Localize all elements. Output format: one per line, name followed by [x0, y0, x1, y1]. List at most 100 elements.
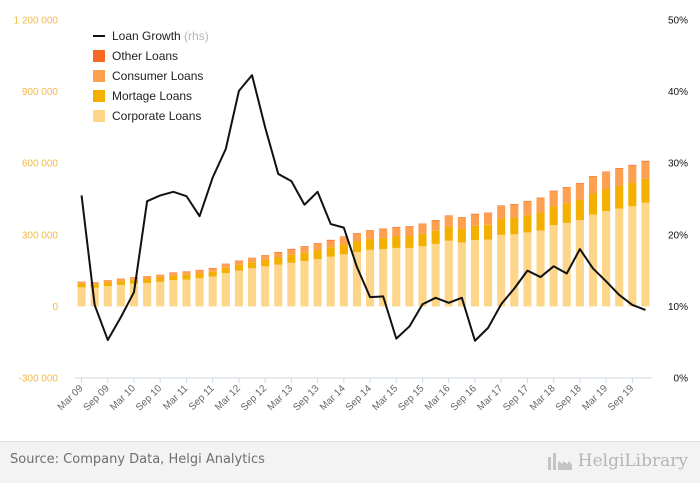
legend-item-loan-growth: Loan Growth (rhs) [93, 29, 209, 43]
bar-consumer-loans [143, 276, 152, 279]
chart-legend: Loan Growth (rhs) Other Loans Consumer Loa… [93, 29, 209, 123]
bar-consumer-loans [405, 226, 414, 236]
bar-corporate-loans [484, 239, 493, 307]
bar-consumer-loans [470, 214, 480, 226]
bar-mortage-loans [549, 206, 558, 226]
bar-corporate-loans [247, 268, 257, 307]
bar-corporate-loans [365, 249, 375, 307]
y-left-tick-label: -300 000 [19, 374, 59, 385]
bar-mortage-loans [300, 252, 309, 262]
bar-mortage-loans [234, 264, 243, 271]
bar-other-loans [313, 243, 322, 244]
bar-consumer-loans [313, 243, 322, 251]
helgi-library-logo[interactable]: HelgiLibrary [547, 449, 688, 473]
bar-consumer-loans [287, 249, 296, 255]
bar-other-loans [287, 248, 296, 250]
bar-other-loans [602, 171, 611, 173]
bar-consumer-loans [497, 206, 506, 219]
y-left-tick-label: 300 000 [22, 230, 59, 241]
x-tick-label: Sep 13 [291, 383, 321, 413]
bar-consumer-loans [641, 161, 650, 179]
y-right-tick-label: 30% [668, 159, 688, 170]
bar-other-loans [523, 200, 532, 202]
bar-consumer-loans [103, 280, 112, 283]
bar-corporate-loans [562, 222, 571, 307]
legend-label: Other Loans [112, 49, 178, 63]
bar-consumer-loans [221, 264, 230, 268]
bar-corporate-loans [352, 251, 362, 307]
x-tick-label: Sep 09 [82, 383, 112, 413]
bar-consumer-loans [339, 237, 348, 245]
bar-other-loans [352, 233, 362, 234]
bar-consumer-loans [484, 213, 493, 225]
bar-other-loans [444, 215, 453, 217]
bar-mortage-loans [536, 212, 545, 231]
bar-corporate-loans [497, 234, 506, 307]
bar-mortage-loans [261, 259, 270, 267]
y-right-tick-label: 10% [668, 302, 688, 313]
bar-mortage-loans [641, 178, 650, 203]
bar-other-loans [615, 167, 624, 169]
bar-corporate-loans [523, 232, 532, 307]
bar-mortage-loans [484, 224, 493, 240]
bar-consumer-loans [274, 252, 283, 258]
bar-consumer-loans [602, 172, 611, 189]
y-left-tick-label: 600 000 [22, 159, 59, 170]
bar-consumer-loans [588, 176, 598, 194]
bar-consumer-loans [379, 229, 388, 238]
legend-item-corporate-loans: Corporate Loans [93, 109, 201, 123]
legend-swatch [93, 70, 105, 82]
bar-mortage-loans [143, 278, 152, 284]
bar-other-loans [326, 239, 335, 241]
bar-consumer-loans [247, 258, 257, 263]
bar-mortage-loans [326, 247, 335, 257]
logo-text: HelgiLibrary [577, 451, 688, 471]
bar-mortage-loans [392, 236, 401, 248]
bar-mortage-loans [365, 239, 375, 250]
bar-mortage-loans [575, 199, 584, 220]
bar-corporate-loans [392, 247, 401, 307]
bar-corporate-loans [418, 246, 427, 307]
x-tick-label: Mar 15 [370, 383, 400, 413]
bar-corporate-loans [444, 240, 453, 307]
bar-mortage-loans [287, 254, 296, 263]
legend-label: Loan Growth (rhs) [112, 29, 209, 43]
bar-consumer-loans [169, 272, 178, 276]
bar-corporate-loans [326, 256, 335, 307]
bar-corporate-loans [379, 249, 388, 307]
x-tick-label: Sep 14 [344, 383, 374, 413]
bar-consumer-loans [234, 261, 243, 265]
bar-consumer-loans [523, 201, 532, 216]
bar-mortage-loans [628, 182, 637, 207]
bar-mortage-loans [431, 230, 440, 244]
bar-mortage-loans [274, 257, 283, 265]
bar-other-loans [392, 226, 401, 228]
bar-consumer-loans [116, 278, 125, 282]
bar-corporate-loans [182, 279, 191, 307]
y-right-tick-label: 0% [674, 374, 689, 385]
bar-other-loans [457, 217, 466, 218]
bar-corporate-loans [156, 281, 165, 307]
bar-consumer-loans [156, 274, 165, 278]
bar-consumer-loans [365, 230, 375, 240]
bar-corporate-loans [143, 283, 152, 307]
footer: Source: Company Data, Helgi Analytics He… [0, 442, 700, 483]
bar-other-loans [418, 223, 427, 225]
bar-mortage-loans [405, 235, 414, 248]
legend-swatch [93, 110, 105, 122]
bar-consumer-loans [129, 277, 139, 280]
bar-mortage-loans [470, 225, 480, 241]
x-tick-label: Mar 16 [423, 383, 453, 413]
bar-consumer-loans [208, 268, 217, 272]
bar-corporate-loans [208, 276, 217, 307]
bar-consumer-loans [444, 216, 453, 227]
bar-consumer-loans [510, 204, 519, 218]
bar-consumer-loans [77, 281, 86, 284]
bar-mortage-loans [510, 217, 519, 235]
legend-item-mortage-loans: Mortage Loans [93, 89, 192, 103]
y-right-tick-label: 50% [668, 16, 688, 27]
bar-other-loans [431, 220, 440, 221]
legend-label: Consumer Loans [112, 69, 203, 83]
bar-consumer-loans [575, 183, 584, 200]
bar-other-loans [562, 187, 571, 188]
